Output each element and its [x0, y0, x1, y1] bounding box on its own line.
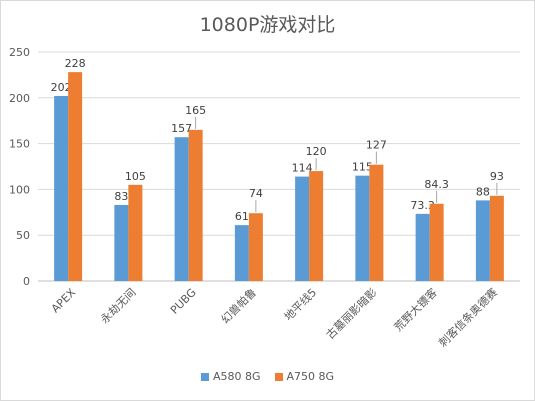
data-label: 120 — [306, 145, 327, 158]
x-tick-label: 刺客信条奥德赛 — [436, 285, 500, 349]
y-tick-label: 150 — [9, 138, 30, 151]
legend-swatch — [200, 372, 209, 381]
legend-item: A750 8G — [274, 370, 335, 383]
bar — [369, 164, 384, 281]
y-tick-label: 250 — [9, 46, 30, 59]
legend-label: A750 8G — [286, 370, 335, 383]
data-label: 83 — [114, 190, 128, 203]
bar — [415, 213, 430, 281]
bar — [68, 72, 83, 281]
bar — [475, 200, 490, 281]
data-label: 127 — [366, 139, 387, 152]
bar — [309, 171, 324, 281]
data-label: 157 — [171, 122, 192, 135]
x-tick-label: 永劫无间 — [97, 285, 138, 326]
data-label: 88 — [476, 185, 490, 198]
data-label: 228 — [65, 57, 86, 70]
x-tick-label: 荒野大镖客 — [391, 285, 440, 334]
y-tick-label: 50 — [16, 229, 30, 242]
x-tick-label: APEX — [49, 286, 79, 316]
legend-label: A580 8G — [212, 370, 261, 383]
legend-item: A580 8G — [200, 370, 261, 383]
bar — [174, 137, 189, 281]
bar — [429, 203, 444, 281]
y-tick-label: 0 — [23, 275, 30, 288]
data-label: 84.3 — [424, 178, 449, 191]
data-label: 93 — [490, 170, 504, 183]
bar — [188, 129, 203, 281]
data-label: 115 — [352, 161, 373, 174]
legend-swatch — [274, 372, 283, 381]
y-tick-label: 200 — [9, 92, 30, 105]
bar — [128, 184, 143, 281]
bar — [114, 204, 129, 281]
data-label: 114 — [292, 162, 313, 175]
data-label: 74 — [249, 187, 263, 200]
y-tick-label: 100 — [9, 183, 30, 196]
data-label: 105 — [125, 170, 146, 183]
x-tick-label: 地平线5 — [281, 285, 319, 323]
bar — [54, 95, 69, 281]
bar — [248, 213, 263, 281]
legend: A580 8G A750 8G — [0, 370, 535, 383]
x-tick-label: 幻兽帕鲁 — [218, 285, 259, 326]
data-label: 165 — [185, 104, 206, 117]
bar — [234, 225, 249, 281]
data-label: 61 — [235, 210, 249, 223]
bar — [295, 176, 310, 281]
data-label: 202 — [51, 81, 72, 94]
bar — [489, 195, 504, 281]
chart-title: 1080P游戏对比 — [199, 14, 336, 36]
bar — [355, 175, 370, 281]
data-label: 73.3 — [410, 199, 435, 212]
x-tick-label: 古墓丽影暗影 — [323, 285, 380, 342]
x-tick-label: PUBG — [168, 286, 199, 317]
